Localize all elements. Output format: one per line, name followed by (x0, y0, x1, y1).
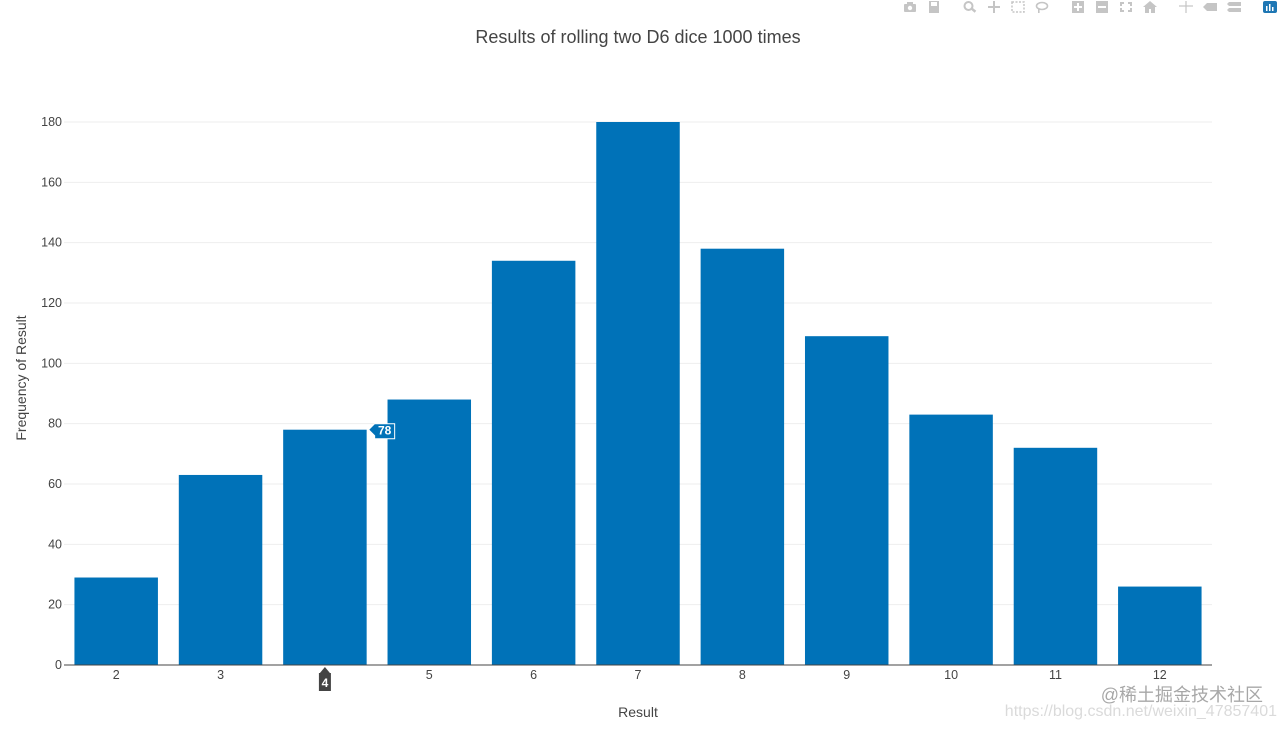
y-axis-label: Frequency of Result (13, 315, 29, 440)
plotly-logo-icon[interactable] (1261, 0, 1279, 14)
bar-6[interactable] (491, 260, 576, 665)
y-axis-ticks: 0 20 40 60 80 100 120 140 160 180 (41, 115, 62, 672)
bar-5[interactable] (387, 399, 472, 665)
pan-icon[interactable] (985, 0, 1003, 14)
bar-11[interactable] (1013, 447, 1098, 665)
chart-title: Results of rolling two D6 dice 1000 time… (475, 27, 800, 47)
y-tick-label: 60 (48, 477, 62, 491)
hover-y-value: 78 (378, 424, 392, 438)
save-icon[interactable] (925, 0, 943, 14)
camera-icon[interactable] (901, 0, 919, 14)
bar-10[interactable] (909, 414, 993, 665)
y-tick-label: 180 (41, 115, 62, 129)
y-tick-label: 140 (41, 236, 62, 250)
bar-4[interactable] (283, 429, 367, 665)
x-tick-label: 7 (635, 668, 642, 682)
x-tick-label: 5 (426, 668, 433, 682)
x-tick-label: 9 (843, 668, 850, 682)
hover-x-value: 4 (322, 676, 329, 690)
x-axis-label: Result (618, 704, 658, 720)
bars (74, 122, 1202, 665)
x-tick-label: 11 (1049, 668, 1062, 682)
y-tick-label: 120 (41, 296, 62, 310)
modebar (901, 0, 1279, 14)
bar-2[interactable] (74, 577, 158, 665)
zoom-icon[interactable] (961, 0, 979, 14)
box-select-icon[interactable] (1009, 0, 1027, 14)
bar-8[interactable] (700, 248, 785, 665)
hover-x-label: 4 (318, 667, 331, 691)
bar-9[interactable] (804, 336, 889, 665)
autoscale-icon[interactable] (1117, 0, 1135, 14)
x-tick-label: 6 (530, 668, 537, 682)
y-tick-label: 40 (48, 537, 62, 551)
bar-7[interactable] (596, 122, 680, 665)
spike-lines-icon[interactable] (1177, 0, 1195, 14)
y-tick-label: 160 (41, 175, 62, 189)
y-tick-label: 0 (55, 658, 62, 672)
hover-y-label: 78 (367, 423, 396, 440)
lasso-icon[interactable] (1033, 0, 1051, 14)
hover-tooltip: 78 4 (318, 423, 396, 691)
zoom-out-icon[interactable] (1093, 0, 1111, 14)
x-tick-label: 2 (113, 668, 120, 682)
x-tick-label: 8 (739, 668, 746, 682)
x-axis-ticks: 23456789101112 (113, 668, 1167, 682)
x-tick-label: 10 (944, 668, 958, 682)
bar-12[interactable] (1118, 586, 1202, 665)
y-tick-label: 80 (48, 417, 62, 431)
y-tick-label: 100 (41, 356, 62, 370)
hover-closest-icon[interactable] (1201, 0, 1219, 14)
bar-3[interactable] (178, 474, 263, 665)
hover-compare-icon[interactable] (1225, 0, 1243, 14)
x-tick-label: 3 (217, 668, 224, 682)
watermark-text: @稀土掘金技术社区 (1100, 685, 1263, 705)
y-tick-label: 20 (48, 598, 62, 612)
home-icon[interactable] (1141, 0, 1159, 14)
watermark-url: https://blog.csdn.net/weixin_47857401 (1004, 703, 1277, 720)
x-tick-label: 12 (1153, 668, 1167, 682)
zoom-in-icon[interactable] (1069, 0, 1087, 14)
